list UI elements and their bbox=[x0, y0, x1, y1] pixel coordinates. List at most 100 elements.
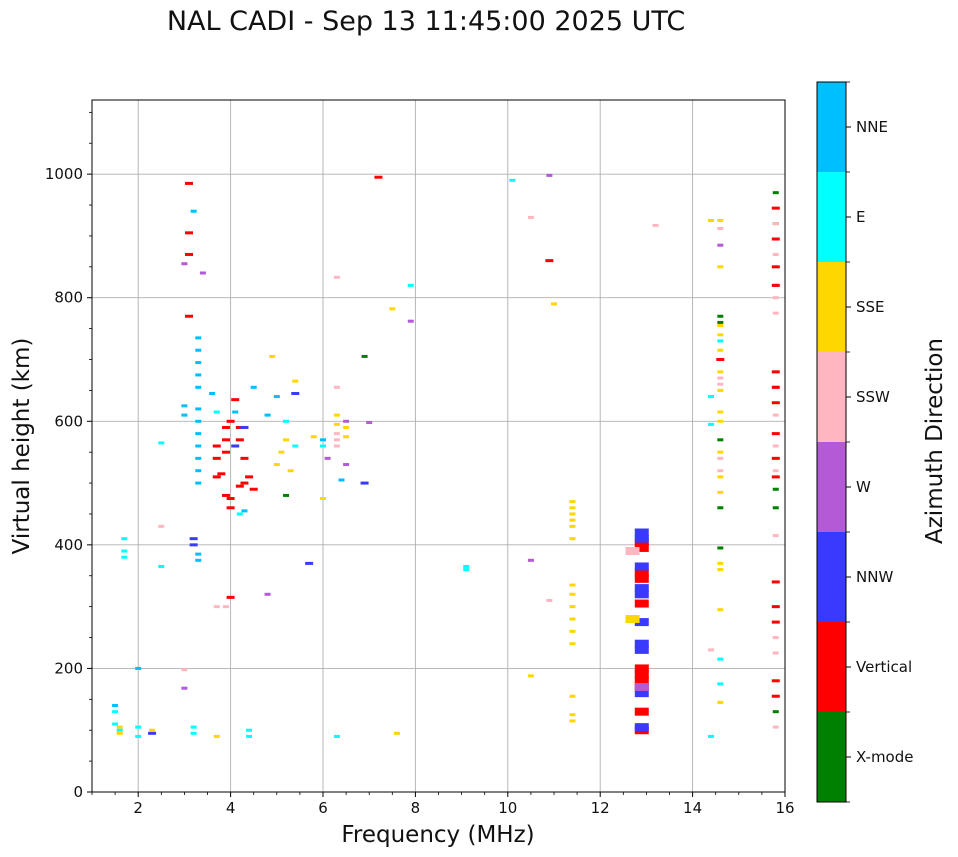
data-point bbox=[772, 311, 779, 315]
data-point bbox=[217, 472, 226, 476]
data-point bbox=[634, 590, 649, 599]
data-point bbox=[708, 218, 715, 222]
data-point bbox=[246, 734, 253, 738]
data-point bbox=[366, 421, 373, 425]
data-point bbox=[527, 674, 534, 678]
colorbar: X-mode Vertical NNW W SSW SSE E NNE bbox=[816, 81, 913, 803]
data-point bbox=[634, 574, 649, 583]
data-point bbox=[717, 608, 724, 612]
data-point bbox=[121, 549, 128, 553]
data-point bbox=[772, 534, 779, 538]
data-point bbox=[231, 444, 240, 448]
data-point bbox=[634, 645, 649, 654]
data-point bbox=[190, 731, 197, 735]
data-point bbox=[235, 425, 244, 429]
data-point bbox=[771, 401, 780, 405]
data-point bbox=[569, 592, 576, 596]
data-point bbox=[771, 694, 780, 698]
data-point bbox=[240, 456, 249, 460]
data-point bbox=[717, 438, 724, 442]
data-point bbox=[717, 657, 724, 661]
data-point bbox=[717, 546, 724, 550]
data-point bbox=[333, 444, 340, 448]
data-point bbox=[717, 700, 724, 704]
x-tick-label: 8 bbox=[411, 799, 421, 817]
colorbar-segment bbox=[817, 352, 846, 442]
data-point bbox=[634, 707, 649, 716]
data-point bbox=[717, 348, 724, 352]
data-point bbox=[283, 438, 290, 442]
data-point bbox=[771, 475, 780, 479]
data-point bbox=[221, 493, 230, 497]
data-point bbox=[569, 605, 576, 609]
data-point bbox=[213, 410, 220, 414]
data-point bbox=[771, 237, 780, 241]
data-point bbox=[569, 500, 576, 504]
data-point bbox=[393, 731, 400, 735]
data-point bbox=[772, 413, 779, 417]
data-point bbox=[771, 679, 780, 683]
data-point bbox=[634, 618, 649, 627]
data-point bbox=[195, 361, 202, 365]
data-point bbox=[634, 639, 649, 648]
series-sse bbox=[116, 218, 724, 738]
data-point bbox=[189, 543, 198, 547]
data-point bbox=[333, 413, 340, 417]
data-point bbox=[226, 595, 235, 599]
data-point bbox=[240, 425, 249, 429]
data-point bbox=[195, 348, 202, 352]
data-points bbox=[112, 173, 780, 738]
data-point bbox=[771, 620, 780, 624]
data-point bbox=[717, 243, 724, 247]
series-nnw bbox=[148, 391, 649, 735]
series-e bbox=[112, 178, 724, 738]
data-point bbox=[112, 704, 119, 707]
chart-title: NAL CADI - Sep 13 11:45:00 2025 UTC bbox=[166, 6, 686, 37]
data-point bbox=[195, 469, 202, 473]
data-point bbox=[264, 413, 271, 417]
y-tick-label: 400 bbox=[54, 536, 83, 554]
data-point bbox=[407, 319, 414, 323]
data-point bbox=[320, 444, 326, 448]
data-point bbox=[716, 358, 725, 361]
x-tick-label: 16 bbox=[775, 799, 794, 817]
data-point bbox=[283, 419, 290, 423]
data-point bbox=[771, 385, 780, 389]
data-point bbox=[273, 395, 280, 399]
data-point bbox=[634, 599, 649, 608]
data-point bbox=[116, 731, 123, 735]
data-point bbox=[634, 670, 649, 679]
data-point bbox=[195, 385, 202, 389]
data-point bbox=[717, 450, 724, 454]
data-point bbox=[148, 731, 157, 735]
data-point bbox=[287, 469, 294, 473]
data-point bbox=[343, 435, 350, 439]
series-nne bbox=[112, 209, 345, 707]
data-point bbox=[181, 686, 188, 690]
data-point bbox=[112, 710, 119, 714]
data-point bbox=[569, 642, 576, 646]
data-point bbox=[634, 682, 649, 691]
data-point bbox=[772, 469, 779, 473]
data-point bbox=[181, 413, 188, 417]
data-point bbox=[343, 419, 350, 423]
data-point bbox=[569, 719, 576, 723]
data-point bbox=[717, 333, 724, 337]
series-vertical bbox=[185, 175, 780, 735]
data-point bbox=[121, 537, 128, 541]
x-tick-label: 2 bbox=[133, 799, 143, 817]
data-point bbox=[772, 222, 779, 226]
colorbar-tick-label: NNE bbox=[856, 118, 888, 136]
data-point bbox=[708, 734, 715, 738]
y-tick-label: 200 bbox=[54, 659, 83, 677]
data-point bbox=[463, 568, 470, 572]
colorbar-segment bbox=[817, 262, 846, 352]
data-point bbox=[195, 336, 202, 340]
data-point bbox=[634, 528, 649, 537]
data-point bbox=[625, 547, 640, 556]
colorbar-tick-label: SSW bbox=[856, 388, 890, 406]
data-point bbox=[717, 218, 724, 222]
data-point bbox=[717, 227, 724, 231]
data-point bbox=[545, 259, 554, 263]
